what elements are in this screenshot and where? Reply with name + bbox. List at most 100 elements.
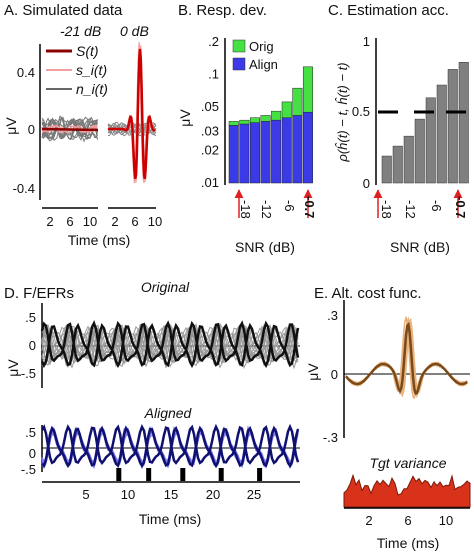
panel-b-bar-orig — [292, 87, 303, 116]
panel-a-left-plot — [41, 115, 99, 143]
panel-a-signal-mean — [41, 127, 99, 132]
panel-c-ytick: 1 — [363, 34, 370, 49]
panel-a-noise-trace — [42, 115, 98, 142]
panel-d-original-plot — [40, 320, 300, 370]
panel-b-bar-orig — [239, 119, 250, 125]
panel-c-xtick: -0.7 — [453, 196, 468, 218]
panel-a-ytick: -0.4 — [13, 181, 35, 196]
panel-b-ytick: .2 — [208, 34, 219, 49]
panel-c-ytick: 0.5 — [352, 104, 370, 119]
panel-b-bars — [228, 66, 313, 184]
panel-b-ytick: .03 — [201, 123, 219, 138]
panel-d-original-mean — [40, 322, 300, 369]
panel-c-bar — [403, 135, 414, 184]
panel-c-xtick: -6 — [429, 200, 444, 212]
panel-e-variance-plot — [343, 473, 471, 508]
panel-b-bar-orig — [281, 101, 292, 119]
panel-d-marker — [218, 468, 224, 481]
panel-a-xtick: 6 — [66, 214, 73, 229]
panel-a-xtick: 6 — [131, 214, 138, 229]
panel-b-bar-align — [271, 119, 282, 184]
panel-b-bar-align — [249, 122, 260, 184]
panel-c-bar — [392, 145, 403, 184]
panel-d-aligned-mean — [40, 423, 300, 465]
panel-e-ytick: .3 — [327, 308, 338, 323]
panel-c-bar — [447, 69, 458, 184]
panel-d-subtitle-original: Original — [141, 279, 190, 295]
panel-e-xlabel: Time (ms) — [377, 535, 439, 551]
legend-label-align: Align — [249, 57, 278, 72]
panel-a-title: A. Simulated data — [4, 2, 123, 19]
panel-e-plot — [345, 316, 468, 400]
panel-a-ytick: 0.4 — [17, 65, 35, 80]
legend-label-ni: n_i(t) — [76, 81, 108, 97]
panel-d-marker — [257, 468, 263, 481]
panel-e-variance-area — [343, 473, 471, 508]
panel-d-marker — [116, 468, 122, 481]
panel-d-ylabel: μV — [5, 359, 21, 377]
panel-b-ytick: .01 — [201, 175, 219, 190]
panel-b-ytick: .05 — [201, 99, 219, 114]
panel-b-bar-align — [281, 117, 292, 184]
panel-a: A. Simulated data -21 dB 0 dB 0.4 0 -0.4… — [3, 2, 162, 248]
panel-e-subtitle: Tgt variance — [369, 455, 446, 471]
panel-b-bar-orig — [260, 115, 271, 122]
panel-b-bar-orig — [249, 117, 260, 123]
panel-a-ytick: 0 — [28, 122, 35, 137]
panel-c-bars — [378, 62, 469, 184]
panel-d-original-mean — [40, 320, 300, 363]
panel-d-markers — [116, 468, 263, 481]
panel-d-xtick: 25 — [247, 487, 261, 502]
panel-e-xtick: 2 — [365, 513, 372, 528]
panel-a-signal-mean — [108, 48, 156, 180]
panel-b-xtick: -0.7 — [302, 196, 317, 218]
panel-d-original-trace — [41, 323, 299, 364]
panel-d-aligned-mean — [41, 425, 300, 469]
panel-b-xtick: -12 — [259, 200, 274, 219]
panel-d-xtick: 20 — [206, 487, 220, 502]
panel-d-xtick: 15 — [164, 487, 178, 502]
panel-b-bar-align — [302, 111, 313, 184]
panel-a-xtick: 2 — [46, 214, 53, 229]
panel-a-xtick: 10 — [148, 214, 162, 229]
panel-b-bar-orig — [228, 121, 239, 126]
panel-b-ytick: .02 — [201, 142, 219, 157]
panel-c: C. Estimation acc. 1 0.5 0 -18 -12 -6 -0… — [328, 2, 469, 255]
panel-b-title: B. Resp. dev. — [178, 2, 267, 19]
panel-c-ylabel: ρ(ĥ(t) − t, ĥ(t) − t) — [335, 62, 350, 162]
panel-b: B. Resp. dev. .2 .1 .05 .03 .02 .01 Orig Alig… — [177, 2, 317, 255]
panel-e-title: E. Alt. cost func. — [314, 285, 422, 302]
panel-a-ylabel: μV — [3, 117, 19, 135]
panel-b-xtick: -6 — [282, 200, 297, 212]
panel-e-ytick: 0 — [331, 367, 338, 382]
panel-a-subtitle-left: -21 dB — [60, 23, 101, 39]
panel-b-bar-orig — [302, 66, 313, 113]
panel-e-ylabel: μV — [305, 363, 321, 381]
legend-swatch-align — [232, 57, 246, 71]
legend-label-s: S(t) — [76, 43, 99, 59]
panel-d-ytick: .5 — [25, 425, 36, 440]
panel-b-bar-orig — [271, 110, 282, 121]
panel-c-bar — [414, 118, 425, 184]
panel-c-title: C. Estimation acc. — [328, 2, 449, 19]
panel-d-ytick: 0 — [29, 338, 36, 353]
panel-a-noise-trace — [41, 120, 98, 137]
panel-b-yticks: .2 .1 .05 .03 .02 .01 — [201, 34, 219, 190]
panel-a-right-plot — [107, 42, 157, 184]
panel-d-xlabel: Time (ms) — [139, 511, 201, 527]
panel-e: E. Alt. cost func. Tgt variance .3 0 -.3… — [305, 285, 471, 551]
panel-d-xtick: 5 — [82, 487, 89, 502]
panel-b-legend: Orig Align — [232, 39, 278, 72]
panel-b-bar-align — [292, 115, 303, 184]
panel-a-signal-trace — [41, 125, 98, 134]
legend-swatch-orig — [232, 39, 246, 53]
panel-d-ytick: 0 — [29, 446, 36, 461]
panel-c-bar — [381, 155, 392, 184]
panel-a-xtick: 2 — [111, 214, 118, 229]
panel-c-xtick: -18 — [379, 200, 394, 219]
panel-b-xtick: -18 — [238, 200, 253, 219]
panel-a-signal-trace — [108, 42, 156, 184]
panel-c-bar — [458, 62, 469, 184]
panel-b-bar-align — [228, 125, 239, 184]
